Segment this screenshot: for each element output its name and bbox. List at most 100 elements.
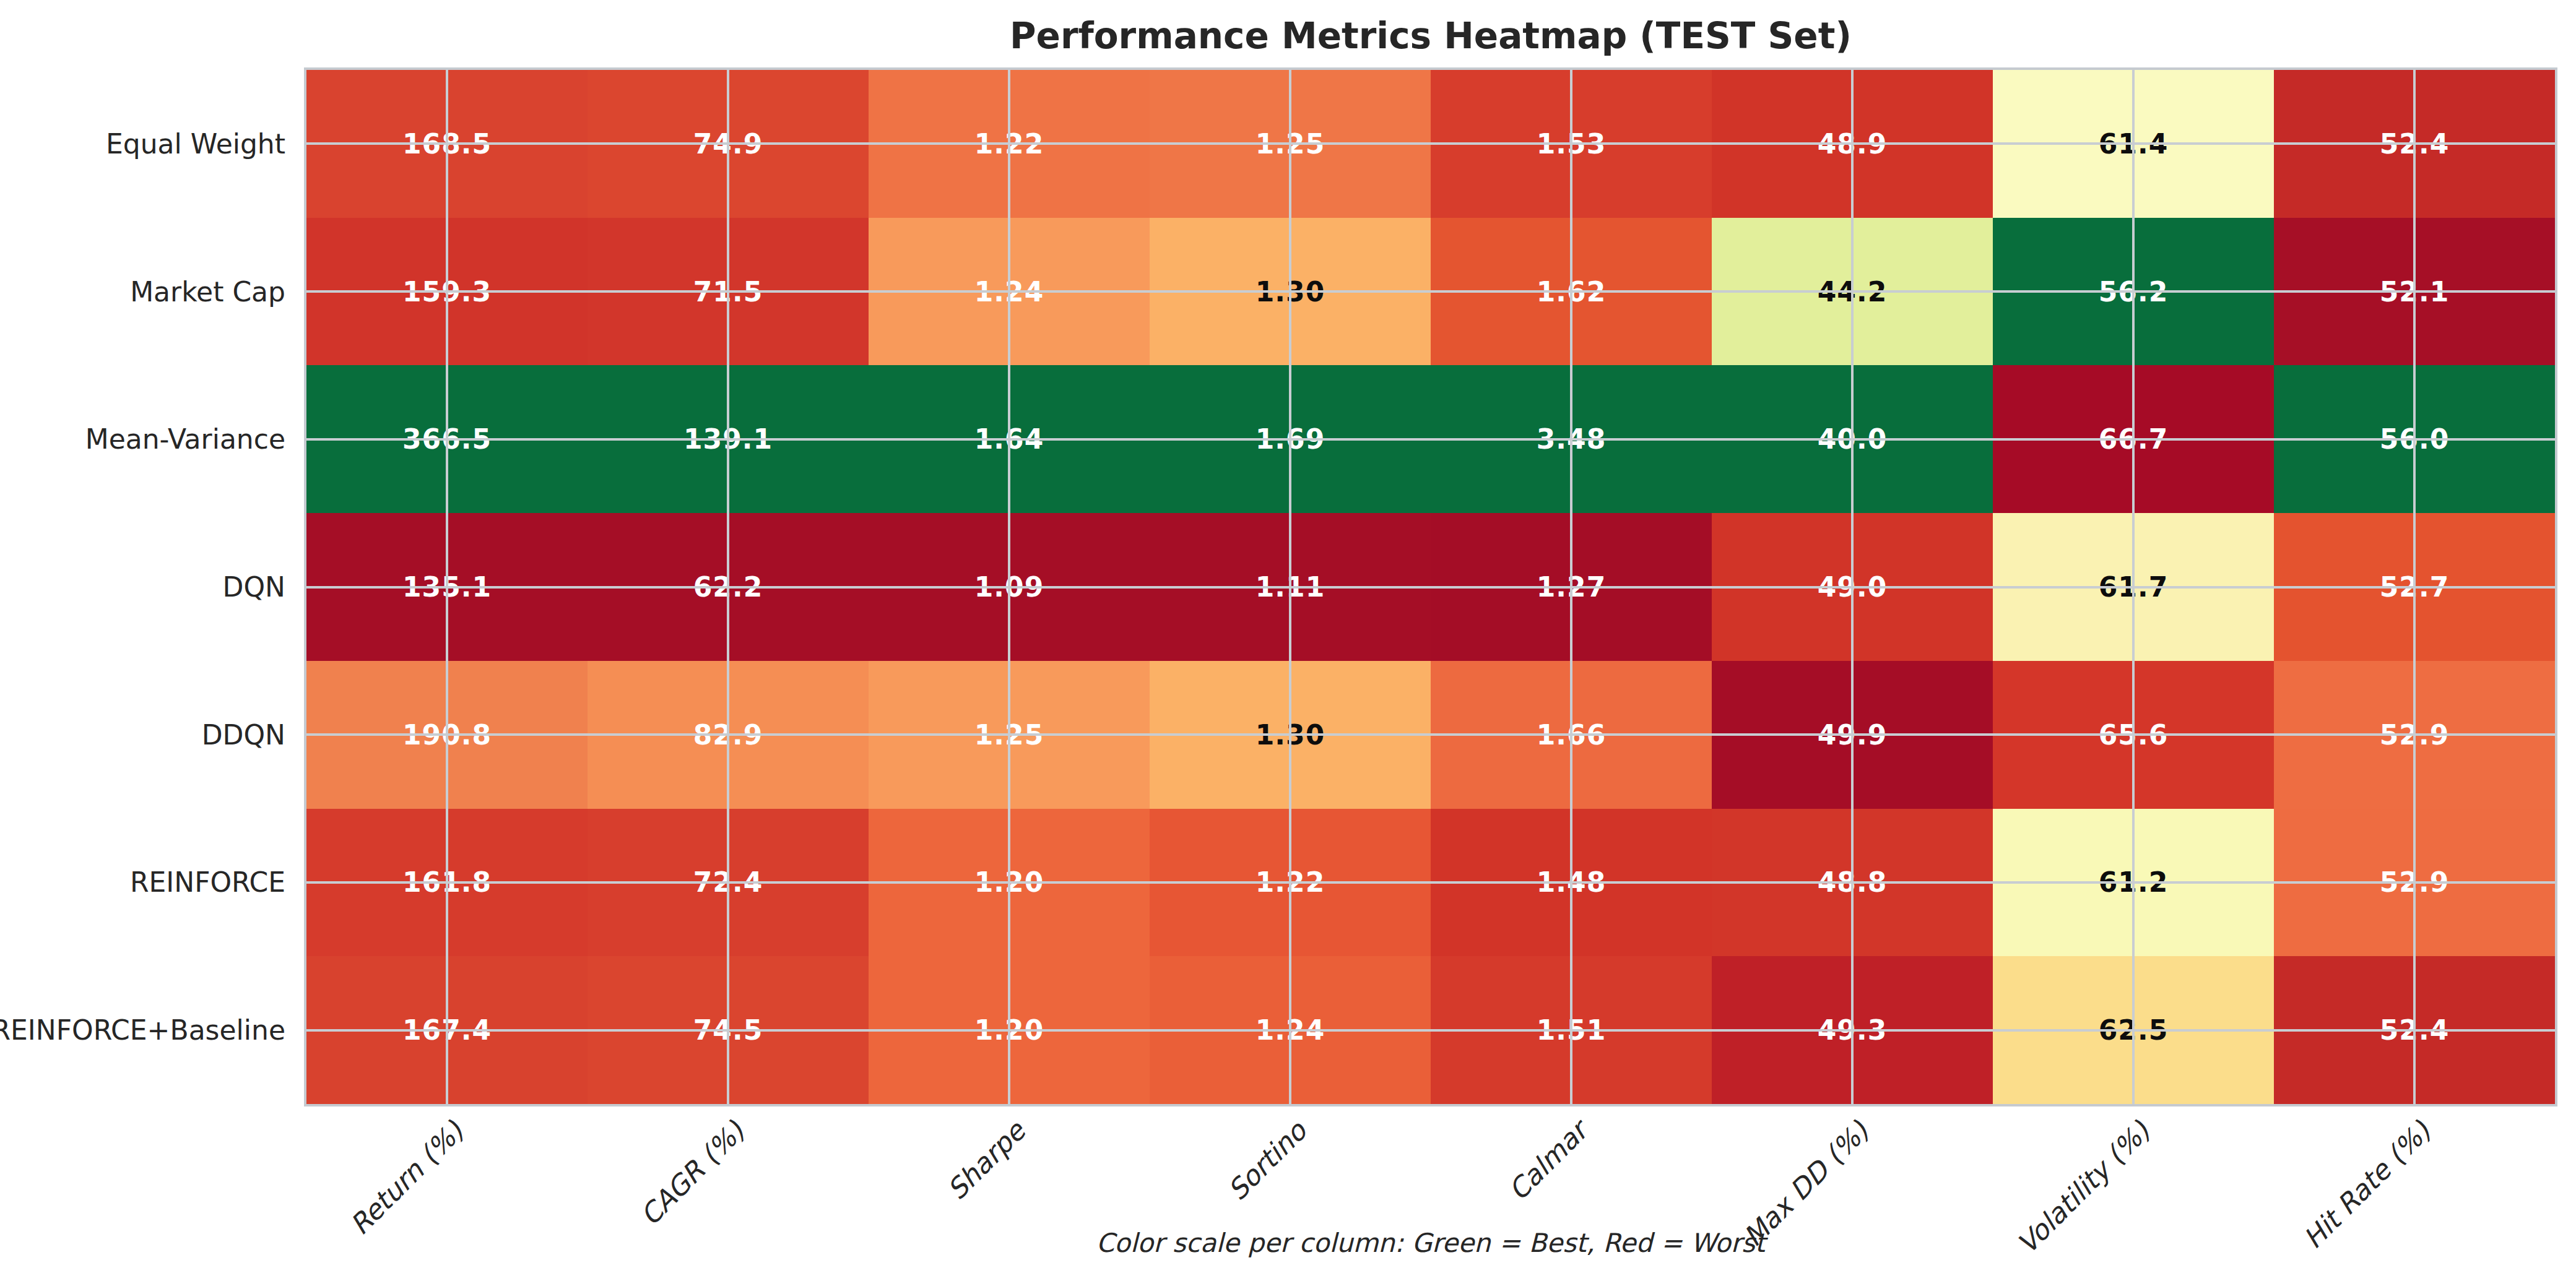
heatmap-cell: 1.27 — [1431, 513, 1712, 661]
cell-value: 1.30 — [1255, 276, 1325, 308]
cell-value: 48.9 — [1818, 128, 1888, 160]
heatmap-cell: 1.62 — [1431, 218, 1712, 366]
row-label: REINFORCE+Baseline — [0, 956, 295, 1104]
heatmap-cell: 71.5 — [588, 218, 869, 366]
heatmap-cell: 1.20 — [869, 809, 1150, 957]
heatmap-cell: 167.4 — [306, 956, 588, 1104]
heatmap-cell: 49.3 — [1712, 956, 1993, 1104]
cell-value: 61.7 — [2099, 571, 2169, 603]
cell-value: 52.9 — [2380, 866, 2450, 898]
heatmap-cell: 1.24 — [1150, 956, 1431, 1104]
heatmap-cell: 52.4 — [2274, 956, 2555, 1104]
cell-value: 40.0 — [1818, 423, 1888, 455]
heatmap-cell: 52.4 — [2274, 70, 2555, 218]
heatmap-cell: 62.5 — [1993, 956, 2274, 1104]
cell-value: 161.8 — [402, 866, 492, 898]
heatmap-cell: 1.53 — [1431, 70, 1712, 218]
cell-value: 62.2 — [693, 571, 763, 603]
cell-value: 74.5 — [693, 1014, 763, 1046]
cell-value: 1.25 — [974, 719, 1044, 751]
cell-value: 52.1 — [2380, 276, 2450, 308]
heatmap-cell: 1.66 — [1431, 661, 1712, 809]
heatmap-cell: 1.09 — [869, 513, 1150, 661]
heatmap-cell: 159.3 — [306, 218, 588, 366]
heatmap-cell: 40.0 — [1712, 365, 1993, 513]
cell-value: 56.2 — [2099, 276, 2169, 308]
column-label: CAGR (%) — [634, 1115, 750, 1231]
cell-value: 74.9 — [693, 128, 763, 160]
cell-value: 1.30 — [1255, 719, 1325, 751]
cell-value: 71.5 — [693, 276, 763, 308]
heatmap-cell: 74.9 — [588, 70, 869, 218]
heatmap-cell: 62.2 — [588, 513, 869, 661]
heatmap-cell: 56.2 — [1993, 218, 2274, 366]
cell-value: 52.9 — [2380, 719, 2450, 751]
row-label: Mean-Variance — [0, 365, 295, 513]
heatmap-cells: 168.5 74.9 1.22 1.25 1.53 48.9 61.4 52.4 159.3 71… — [306, 70, 2555, 1104]
heatmap-cell: 1.51 — [1431, 956, 1712, 1104]
heatmap-cell: 48.9 — [1712, 70, 1993, 218]
cell-value: 1.48 — [1537, 866, 1607, 898]
heatmap-cell: 52.7 — [2274, 513, 2555, 661]
heatmap-cell: 52.1 — [2274, 218, 2555, 366]
heatmap-cell: 1.25 — [1150, 70, 1431, 218]
heatmap-cell: 82.9 — [588, 661, 869, 809]
heatmap-cell: 44.2 — [1712, 218, 1993, 366]
cell-value: 1.27 — [1537, 571, 1607, 603]
cell-value: 65.6 — [2099, 719, 2169, 751]
cell-value: 66.7 — [2099, 423, 2169, 455]
cell-value: 52.7 — [2380, 571, 2450, 603]
cell-value: 190.8 — [402, 719, 492, 751]
cell-value: 49.0 — [1818, 571, 1888, 603]
cell-value: 159.3 — [402, 276, 492, 308]
cell-value: 366.5 — [402, 423, 492, 455]
cell-value: 1.09 — [974, 571, 1044, 603]
heatmap-cell: 1.64 — [869, 365, 1150, 513]
heatmap-plot-area: 168.5 74.9 1.22 1.25 1.53 48.9 61.4 52.4 159.3 71… — [306, 70, 2555, 1104]
cell-value: 1.64 — [974, 423, 1044, 455]
cell-value: 61.2 — [2099, 866, 2169, 898]
heatmap-cell: 190.8 — [306, 661, 588, 809]
heatmap-cell: 61.4 — [1993, 70, 2274, 218]
cell-value: 52.4 — [2380, 1014, 2450, 1046]
heatmap-cell: 1.22 — [1150, 809, 1431, 957]
column-label: Return (%) — [344, 1115, 469, 1241]
cell-value: 44.2 — [1818, 276, 1888, 308]
cell-value: 48.8 — [1818, 866, 1888, 898]
heatmap-cell: 1.20 — [869, 956, 1150, 1104]
cell-value: 1.24 — [974, 276, 1044, 308]
heatmap-cell: 61.7 — [1993, 513, 2274, 661]
heatmap-cell: 72.4 — [588, 809, 869, 957]
chart-title: Performance Metrics Heatmap (TEST Set) — [306, 15, 2555, 57]
heatmap-cell: 168.5 — [306, 70, 588, 218]
heatmap-cell: 1.30 — [1150, 661, 1431, 809]
heatmap-cell: 366.5 — [306, 365, 588, 513]
heatmap-cell: 1.69 — [1150, 365, 1431, 513]
heatmap-cell: 65.6 — [1993, 661, 2274, 809]
row-label: Market Cap — [0, 218, 295, 366]
cell-value: 1.66 — [1537, 719, 1607, 751]
heatmap-cell: 49.9 — [1712, 661, 1993, 809]
cell-value: 49.3 — [1818, 1014, 1888, 1046]
heatmap-cell: 52.9 — [2274, 661, 2555, 809]
heatmap-cell: 1.30 — [1150, 218, 1431, 366]
heatmap-cell: 48.8 — [1712, 809, 1993, 957]
cell-value: 1.24 — [1255, 1014, 1325, 1046]
cell-value: 1.22 — [1255, 866, 1325, 898]
cell-value: 1.25 — [1255, 128, 1325, 160]
column-label: Calmar — [1502, 1115, 1594, 1207]
heatmap-cell: 161.8 — [306, 809, 588, 957]
heatmap-cell: 49.0 — [1712, 513, 1993, 661]
cell-value: 1.62 — [1537, 276, 1607, 308]
row-label: DDQN — [0, 661, 295, 809]
cell-value: 61.4 — [2099, 128, 2169, 160]
cell-value: 56.0 — [2380, 423, 2450, 455]
row-label: Equal Weight — [0, 70, 295, 218]
cell-value: 168.5 — [402, 128, 492, 160]
heatmap-cell: 56.0 — [2274, 365, 2555, 513]
cell-value: 82.9 — [693, 719, 763, 751]
cell-value: 1.11 — [1255, 571, 1325, 603]
footer-note: Color scale per column: Green = Best, Re… — [306, 1228, 2555, 1258]
cell-value: 1.20 — [974, 866, 1044, 898]
cell-value: 72.4 — [693, 866, 763, 898]
